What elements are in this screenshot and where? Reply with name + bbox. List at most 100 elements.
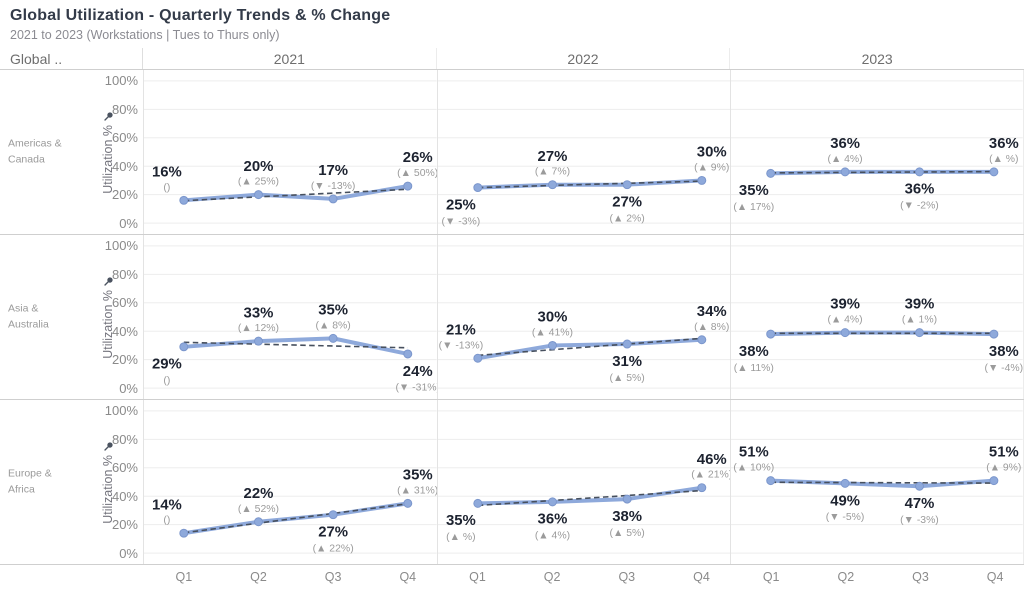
change-label: (▲ %) [989, 154, 1018, 165]
panel-cell-2023: 38% (▲ 11%) 39% (▲ 4%) 39% (▲ 1%) 38% (▼ -4%) [730, 235, 1024, 399]
y-tick-label: 60% [111, 295, 138, 311]
data-point-Q2[interactable] [547, 180, 557, 190]
value-label: 46% [696, 451, 726, 468]
utilization-line[interactable] [475, 337, 704, 361]
data-point-Q3[interactable] [622, 339, 632, 349]
trend-line [477, 180, 702, 189]
data-point-Q3[interactable] [915, 167, 925, 177]
value-label: 22% [244, 485, 274, 502]
data-point-Q2[interactable] [253, 517, 263, 527]
data-point-Q1[interactable] [766, 476, 776, 486]
y-tick-label: 20% [111, 352, 138, 368]
change-label: (▲ 50%) [397, 168, 436, 179]
data-point-Q4[interactable] [696, 335, 706, 345]
value-label: 34% [696, 303, 726, 320]
row-axis-area: Americas & Canada Utilization % 100% 80% 60%… [0, 70, 143, 234]
data-point-Q4[interactable] [989, 167, 999, 177]
x-axis-label: Q2 [250, 570, 267, 584]
panel-2023-asia-australia: 38% (▲ 11%) 39% (▲ 4%) 39% (▲ 1%) 38% (▼ -4%) [731, 245, 1023, 389]
change-label: (▲ 4%) [534, 531, 569, 542]
row-axis-area: Europe & Africa Utilization % 100% 80% 60% 40… [0, 400, 143, 564]
region-label-europe-africa: Europe & Africa [8, 467, 52, 495]
data-point-Q2[interactable] [840, 478, 850, 488]
change-label: (▼ -4%) [985, 363, 1023, 374]
data-point-Q3[interactable] [915, 328, 925, 338]
data-point-Q2[interactable] [547, 497, 557, 507]
data-point-Q4[interactable] [696, 483, 706, 493]
value-label: 25% [446, 196, 476, 213]
change-label: (▲ 8%) [694, 322, 729, 333]
data-point-Q3[interactable] [622, 494, 632, 504]
x-axis-label: Q4 [693, 570, 710, 584]
change-label: (▲ 5%) [609, 528, 644, 539]
data-point-Q4[interactable] [403, 181, 413, 191]
data-point-Q1[interactable] [179, 195, 189, 205]
data-point-Q1[interactable] [472, 353, 482, 363]
data-point-Q4[interactable] [403, 498, 413, 508]
x-axis-label: Q4 [399, 570, 417, 584]
utilization-line[interactable] [181, 336, 410, 356]
data-point-Q2[interactable] [840, 328, 850, 338]
change-label: (▼ -13%) [311, 181, 356, 192]
change-label: (▲ 25%) [238, 177, 279, 188]
utilization-line[interactable] [475, 485, 704, 506]
data-point-Q1[interactable] [766, 168, 776, 178]
value-label: 27% [318, 524, 348, 541]
page-title: Global Utilization - Quarterly Trends & … [10, 7, 391, 24]
x-axis: Q1 Q2 Q3 Q4 Q1 Q2 Q3 Q4 Q1 Q2 Q3 Q4 [0, 565, 1024, 591]
column-headers: Global .. 2021 2022 2023 [0, 48, 1024, 70]
panel-cell-2022: 21% (▼ -13%) 30% (▲ 41%) 31% (▲ 5%) 34% (▲ 8%) [436, 235, 731, 399]
change-label: (▼ -3%) [901, 515, 940, 526]
data-point-Q2[interactable] [547, 340, 557, 350]
panel-cell-2023: 35% (▲ 17%) 36% (▲ 4%) 36% (▼ -2%) 36% (▲ %) [730, 70, 1024, 234]
data-point-Q3[interactable] [915, 481, 925, 491]
x-axis-label: Q2 [543, 570, 561, 584]
region-label-asia-australia: Asia & Australia [8, 302, 49, 330]
data-point-Q3[interactable] [328, 333, 338, 343]
x-axis-label: Q4 [986, 570, 1004, 584]
change-label: (▲ 7%) [534, 167, 569, 178]
change-label: (▲ 9%) [987, 463, 1022, 474]
data-point-Q1[interactable] [766, 329, 776, 339]
panel-cell-2023: 51% (▲ 10%) 49% (▼ -5%) 47% (▼ -3%) 51% (▲ 9%) [730, 400, 1024, 564]
data-point-Q1[interactable] [179, 528, 189, 538]
data-point-Q2[interactable] [253, 336, 263, 346]
data-point-Q3[interactable] [328, 510, 338, 520]
column-header-2023: 2023 [861, 50, 893, 67]
panel-cell-2022: 25% (▼ -3%) 27% (▲ 7%) 27% (▲ 2%) 30% (▲ 9%) [436, 70, 731, 234]
region-label-americas-canada: Americas & Canada [8, 137, 62, 165]
data-point-Q4[interactable] [989, 329, 999, 339]
value-label: 35% [739, 183, 769, 199]
y-tick-label: 100% [104, 403, 138, 418]
data-point-Q4[interactable] [989, 476, 999, 486]
panel-2023-europe-africa: 51% (▲ 10%) 49% (▼ -5%) 47% (▼ -3%) 51% (▲ 9%) [731, 410, 1023, 554]
data-point-Q1[interactable] [472, 498, 482, 508]
data-point-Q1[interactable] [179, 342, 189, 352]
data-point-Q1[interactable] [472, 183, 482, 193]
data-point-Q4[interactable] [696, 175, 706, 185]
data-point-Q3[interactable] [622, 180, 632, 190]
y-tick-label: 80% [111, 101, 138, 117]
y-tick-label: 40% [111, 488, 138, 504]
y-tick-label: 100% [104, 238, 138, 253]
data-point-Q2[interactable] [253, 190, 263, 200]
data-point-Q2[interactable] [840, 167, 850, 177]
change-label: () [163, 515, 170, 526]
utilization-line[interactable] [181, 184, 410, 203]
value-label: 51% [989, 445, 1019, 461]
trend-line [183, 188, 408, 202]
value-label: 36% [537, 511, 567, 528]
panel-2022-europe-africa: 35% (▲ %) 36% (▲ 4%) 38% (▲ 5%) 46% (▲ 21%) [437, 410, 731, 554]
change-label: (▲ 21%) [691, 470, 730, 481]
value-label: 39% [831, 297, 861, 313]
panel-cell-2021: 29% () 33% (▲ 12%) 35% (▲ 8%) 24% (▼ -31%) [143, 235, 437, 399]
data-point-Q4[interactable] [403, 349, 413, 359]
y-tick-label: 80% [111, 266, 138, 282]
data-point-Q3[interactable] [328, 194, 338, 204]
row-axis-area: Asia & Australia Utilization % 100% 80% 60% 4… [0, 235, 143, 399]
x-axis-label: Q1 [762, 570, 780, 584]
y-tick-label: 20% [111, 187, 138, 203]
x-axis-label: Q1 [469, 570, 486, 584]
y-tick-label: 60% [111, 130, 138, 146]
y-tick-label: 0% [119, 216, 138, 231]
